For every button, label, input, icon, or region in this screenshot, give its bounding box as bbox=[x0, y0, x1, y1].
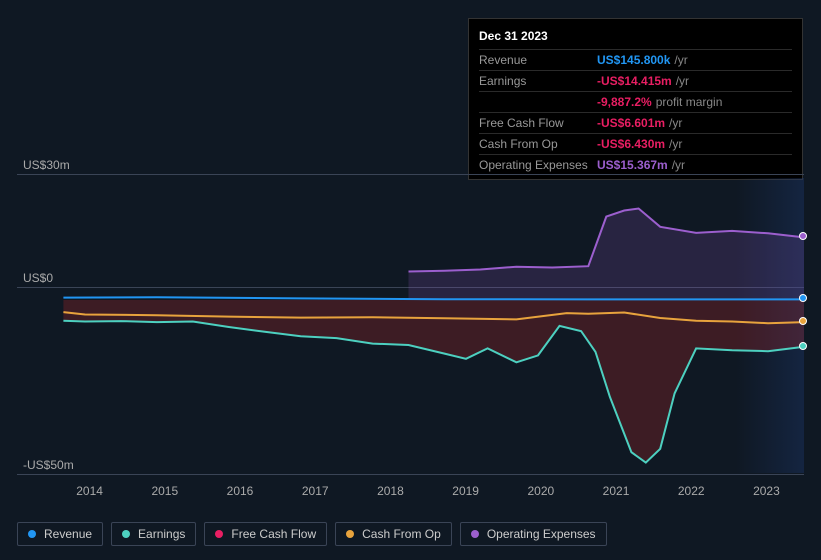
chart-area: US$30m US$0 -US$50m bbox=[17, 160, 804, 500]
tooltip-row-suffix: profit margin bbox=[656, 95, 723, 109]
chart-tooltip: Dec 31 2023 RevenueUS$145.800k/yrEarning… bbox=[468, 18, 803, 180]
tooltip-row-label: Cash From Op bbox=[479, 137, 597, 151]
tooltip-row: Free Cash Flow-US$6.601m/yr bbox=[479, 112, 792, 133]
legend-item[interactable]: Earnings bbox=[111, 522, 196, 546]
tooltip-row-value: -US$6.601m bbox=[597, 116, 665, 130]
series-end-dot bbox=[799, 294, 807, 302]
x-axis-tick: 2017 bbox=[278, 484, 353, 500]
legend-label: Cash From Op bbox=[362, 527, 441, 541]
x-axis-tick: 2021 bbox=[578, 484, 653, 500]
series-fill bbox=[63, 300, 804, 463]
legend-item[interactable]: Free Cash Flow bbox=[204, 522, 327, 546]
y-axis-label-top: US$30m bbox=[23, 158, 70, 172]
x-axis-tick: 2015 bbox=[127, 484, 202, 500]
legend-swatch bbox=[122, 530, 130, 538]
legend-item[interactable]: Cash From Op bbox=[335, 522, 452, 546]
chart-svg bbox=[49, 178, 804, 473]
tooltip-row-suffix: /yr bbox=[674, 53, 687, 67]
tooltip-row: -9,887.2% profit margin bbox=[479, 91, 792, 112]
tooltip-row: Cash From Op-US$6.430m/yr bbox=[479, 133, 792, 154]
legend: Revenue Earnings Free Cash Flow Cash From O… bbox=[17, 522, 607, 546]
legend-label: Earnings bbox=[138, 527, 185, 541]
legend-swatch bbox=[346, 530, 354, 538]
tooltip-row-label bbox=[479, 95, 597, 109]
legend-item[interactable]: Operating Expenses bbox=[460, 522, 607, 546]
series-end-dot bbox=[799, 342, 807, 350]
tooltip-row-label: Earnings bbox=[479, 74, 597, 88]
tooltip-row-label: Free Cash Flow bbox=[479, 116, 597, 130]
tooltip-row-suffix: /yr bbox=[669, 137, 682, 151]
tooltip-rows: RevenueUS$145.800k/yrEarnings-US$14.415m… bbox=[479, 49, 792, 175]
x-axis-tick: 2023 bbox=[729, 484, 804, 500]
legend-label: Free Cash Flow bbox=[231, 527, 316, 541]
tooltip-row-value: -US$6.430m bbox=[597, 137, 665, 151]
tooltip-row-suffix: /yr bbox=[676, 74, 689, 88]
tooltip-row: RevenueUS$145.800k/yr bbox=[479, 49, 792, 70]
tooltip-date: Dec 31 2023 bbox=[479, 25, 792, 49]
series-end-dot bbox=[799, 232, 807, 240]
legend-swatch bbox=[28, 530, 36, 538]
tooltip-row-value: -US$14.415m bbox=[597, 74, 672, 88]
top-gridline bbox=[17, 174, 804, 175]
legend-swatch bbox=[215, 530, 223, 538]
x-axis-tick: 2016 bbox=[202, 484, 277, 500]
x-axis-tick: 2020 bbox=[503, 484, 578, 500]
tooltip-row: Earnings-US$14.415m/yr bbox=[479, 70, 792, 91]
series-end-dot bbox=[799, 317, 807, 325]
x-axis-tick: 2022 bbox=[654, 484, 729, 500]
legend-label: Operating Expenses bbox=[487, 527, 596, 541]
legend-label: Revenue bbox=[44, 527, 92, 541]
x-axis-tick: 2019 bbox=[428, 484, 503, 500]
plot-region[interactable] bbox=[49, 178, 804, 473]
tooltip-row-label: Revenue bbox=[479, 53, 597, 67]
tooltip-row-value: US$145.800k bbox=[597, 53, 670, 67]
legend-swatch bbox=[471, 530, 479, 538]
x-axis-tick: 2018 bbox=[353, 484, 428, 500]
tooltip-row-value: -9,887.2% bbox=[597, 95, 652, 109]
series-fill bbox=[409, 209, 805, 301]
x-axis-tick: 2014 bbox=[52, 484, 127, 500]
x-axis: 2014201520162017201820192020202120222023 bbox=[52, 484, 804, 500]
tooltip-row-suffix: /yr bbox=[669, 116, 682, 130]
legend-item[interactable]: Revenue bbox=[17, 522, 103, 546]
